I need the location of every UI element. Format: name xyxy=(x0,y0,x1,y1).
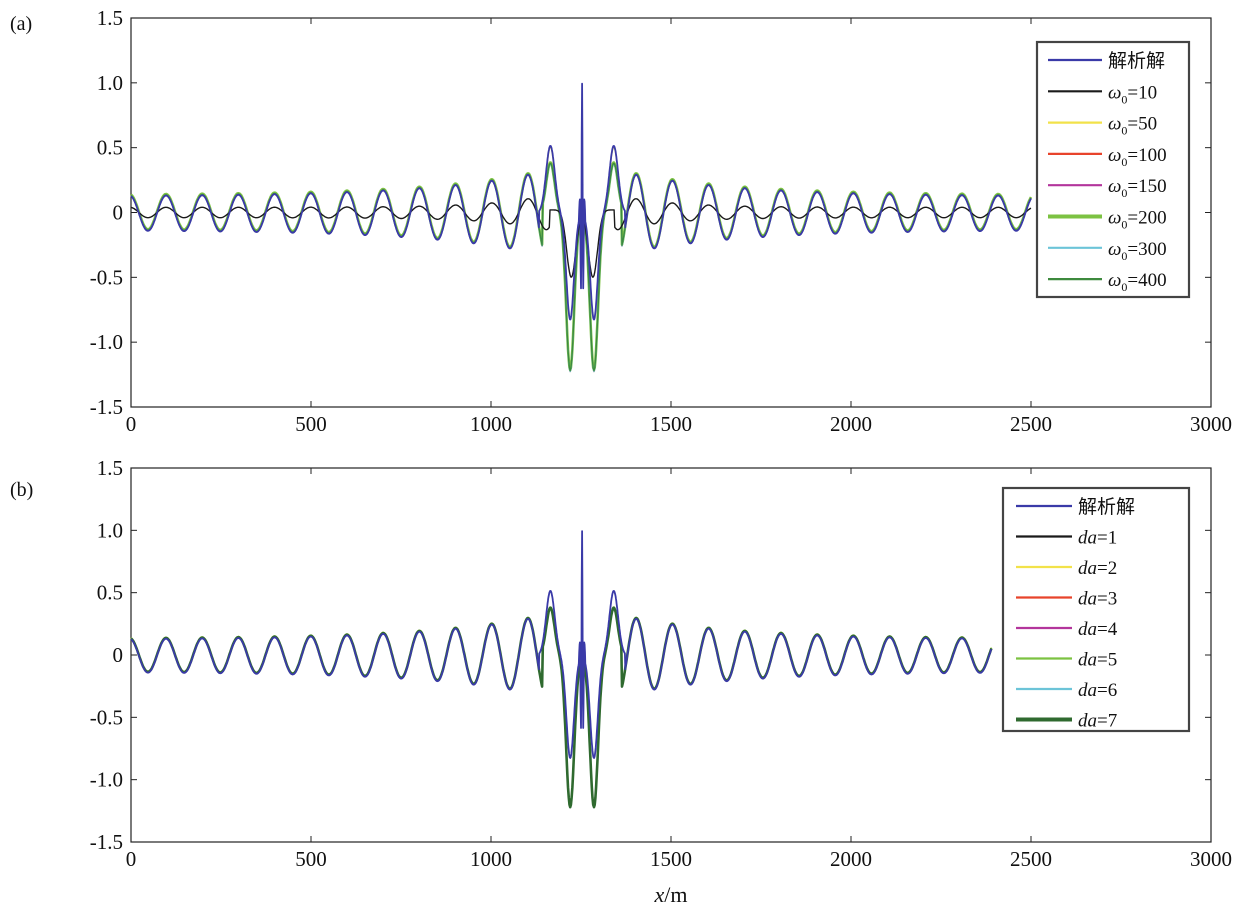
x-tick-label: 0 xyxy=(126,412,137,436)
legend: 解析解 ω0=10 ω0=50 ω0=100 ω0=150 ω0=200 ω0=300 ω0=… xyxy=(1035,40,1191,299)
panel-label: (a) xyxy=(10,13,32,35)
panel-label: (b) xyxy=(10,479,33,501)
y-tick-label: -1.5 xyxy=(90,830,123,854)
x-tick-label: 3000 xyxy=(1190,847,1232,871)
series-line xyxy=(130,82,1032,321)
legend-label: da=4 xyxy=(1078,619,1118,640)
y-tick-label: 1.5 xyxy=(97,6,123,30)
y-tick-label: -0.5 xyxy=(90,265,123,289)
x-tick-label: 500 xyxy=(295,412,327,436)
y-tick-label: -0.5 xyxy=(90,705,123,729)
legend-label: ω0=200 xyxy=(1108,208,1167,232)
x-tick-label: 1000 xyxy=(470,847,512,871)
legend-label: ω0=300 xyxy=(1108,239,1167,263)
x-tick-label: 2500 xyxy=(1010,412,1052,436)
series-line xyxy=(130,606,993,809)
series-line xyxy=(130,606,993,807)
x-tick-label: 1000 xyxy=(470,412,512,436)
x-tick-label: 500 xyxy=(295,847,327,871)
y-tick-label: 0.5 xyxy=(97,581,123,605)
y-tick-label: 0 xyxy=(113,643,124,667)
legend-label: ω0=50 xyxy=(1108,114,1157,138)
y-tick-label: 0.5 xyxy=(97,136,123,160)
series-line xyxy=(130,530,993,759)
legend-label: da=3 xyxy=(1078,589,1117,610)
legend-label: da=1 xyxy=(1078,528,1117,549)
legend-label: 解析解 xyxy=(1078,496,1135,518)
x-tick-label: 2000 xyxy=(830,847,872,871)
x-tick-label: 1500 xyxy=(650,412,692,436)
legend-label: da=2 xyxy=(1078,558,1117,579)
legend-label: da=7 xyxy=(1078,711,1117,732)
y-tick-label: 1.0 xyxy=(97,71,123,95)
legend-label: ω0=10 xyxy=(1108,82,1157,106)
x-tick-label: 1500 xyxy=(650,847,692,871)
series-line xyxy=(130,606,993,807)
legend: 解析解 da=1 da=2 da=3 da=4 da=5 da=6 da=7 xyxy=(1001,486,1191,733)
y-tick-label: 1.5 xyxy=(97,456,123,480)
x-tick-label: 3000 xyxy=(1190,412,1232,436)
series-line xyxy=(130,607,993,809)
x-tick-label: 2500 xyxy=(1010,847,1052,871)
legend-box xyxy=(1035,40,1191,299)
series-line xyxy=(130,607,993,809)
chart-panel-a: (a) 1.51.00.50-0.5-1.0-1.50 500 1000 1500 200… xyxy=(10,6,1232,436)
chart-panel-b: (b)1.51.00.50-0.5-1.0-1.50 500 1000 1500 200… xyxy=(10,456,1232,907)
legend-label: ω0=400 xyxy=(1108,270,1167,294)
legend-label: ω0=100 xyxy=(1108,145,1167,169)
series-line xyxy=(130,607,993,808)
legend-label: da=5 xyxy=(1078,650,1117,671)
legend-label: da=6 xyxy=(1078,680,1117,701)
series-line xyxy=(130,607,993,808)
y-tick-label: -1.0 xyxy=(90,768,123,792)
legend-label: ω0=150 xyxy=(1108,176,1167,200)
x-tick-label: 0 xyxy=(126,847,137,871)
y-tick-label: 1.0 xyxy=(97,518,123,542)
legend-label: 解析解 xyxy=(1108,50,1165,72)
legend-box xyxy=(1001,486,1191,733)
y-tick-label: -1.5 xyxy=(90,395,123,419)
x-tick-label: 2000 xyxy=(830,412,872,436)
y-tick-label: -1.0 xyxy=(90,330,123,354)
y-tick-label: 0 xyxy=(113,201,124,225)
x-axis-label: x/m xyxy=(654,882,688,907)
